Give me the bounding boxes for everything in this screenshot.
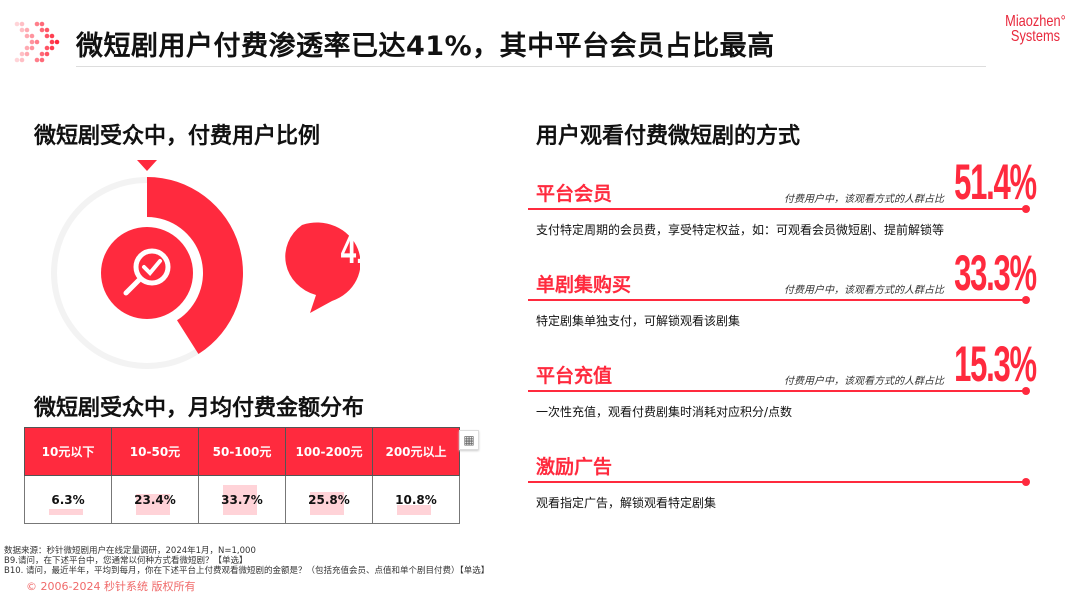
- footnote-line: B10. 请问，最近半年，平均到每月，你在下述平台上付费观看微短剧的金额是？（包…: [4, 566, 490, 576]
- logo: Miaozhen° Systems: [1005, 13, 1066, 45]
- divider: [76, 66, 986, 67]
- line-dot: [1022, 205, 1030, 213]
- method-name: 平台充值: [536, 365, 613, 387]
- method-caption: 付费用户中，该观看方式的人群占比: [784, 376, 944, 387]
- donut-chart: 41%: [51, 160, 360, 369]
- table-cell: 25.8%: [285, 475, 373, 524]
- line-dot: [1022, 478, 1030, 486]
- method-percent: 15.3%: [954, 336, 1037, 392]
- value-bar: [49, 509, 83, 515]
- method-caption: 付费用户中，该观看方式的人群占比: [784, 194, 944, 205]
- footnote: 数据来源：秒针微短剧用户在线定量调研，2024年1月，N=1,000 B9.请问…: [4, 546, 489, 576]
- method-name: 单剧集购买: [536, 274, 632, 296]
- methods-title: 用户观看付费微短剧的方式: [536, 124, 801, 149]
- table-cell: 10.8%: [372, 475, 460, 524]
- method-desc: 观看指定广告，解锁观看特定剧集: [536, 496, 717, 510]
- table-header: 10元以下: [24, 427, 112, 476]
- line-dot: [1022, 387, 1030, 395]
- divider: [528, 390, 1026, 392]
- copyright: © 2006-2024 秒针系统 版权所有: [26, 580, 196, 593]
- method-desc: 一次性充值，观看付费剧集时消耗对应积分/点数: [536, 405, 793, 419]
- value-bar: [136, 494, 170, 515]
- magnifier-bg: [101, 227, 193, 319]
- donut-title: 微短剧受众中，付费用户比例: [34, 124, 321, 149]
- footnote-line: B9.请问，在下述平台中，您通常以何种方式看微短剧？【单选】: [4, 556, 248, 566]
- speech-bubble: [285, 222, 360, 313]
- amount-table: 10元以下 10-50元 50-100元 100-200元 200元以上 6.3% 23.4…: [24, 427, 460, 524]
- method-item: 平台充值 付费用户中，该观看方式的人群占比 15.3% 一次性充值，观看付费剧集时…: [528, 336, 1037, 451]
- method-percent: 33.3%: [954, 245, 1037, 301]
- method-caption: 付费用户中，该观看方式的人群占比: [784, 285, 944, 296]
- value-bar: [397, 505, 431, 515]
- method-name: 平台会员: [536, 183, 613, 205]
- page-title: 微短剧用户付费渗透率已达41%，其中平台会员占比最高: [76, 31, 775, 62]
- arrow-dots-icon: [14, 20, 60, 68]
- footnote-line: 数据来源：秒针微短剧用户在线定量调研，2024年1月，N=1,000: [4, 546, 256, 556]
- table-title: 微短剧受众中，月均付费金额分布: [34, 396, 365, 421]
- table-cell: 23.4%: [111, 475, 199, 524]
- divider: [528, 481, 1026, 483]
- method-item: 激励广告 观看指定广告，解锁观看特定剧集: [528, 452, 1036, 542]
- table-cell: 6.3%: [24, 475, 112, 524]
- line-dot: [1022, 296, 1030, 304]
- value-bar: [310, 492, 344, 515]
- method-item: 单剧集购买 付费用户中，该观看方式的人群占比 33.3% 特定剧集单独支付，可解锁…: [528, 245, 1037, 360]
- method-percent: 51.4%: [954, 154, 1037, 210]
- table-header: 100-200元: [285, 427, 373, 476]
- paid-label: 41%: [341, 228, 360, 272]
- table-header: 50-100元: [198, 427, 286, 476]
- donut-paid-arc: [147, 177, 244, 355]
- method-desc: 特定剧集单独支付，可解锁观看该剧集: [536, 314, 741, 328]
- divider: [528, 299, 1026, 301]
- table-header: 10-50元: [111, 427, 199, 476]
- divider: [528, 208, 1026, 210]
- table-icon[interactable]: ▦: [459, 430, 479, 450]
- table-header: 200元以上: [372, 427, 460, 476]
- method-item: 平台会员 付费用户中，该观看方式的人群占比 51.4% 支付特定周期的会员费，享受…: [528, 154, 1037, 269]
- magnifier-check-icon: [123, 248, 171, 296]
- method-name: 激励广告: [536, 456, 613, 478]
- value-bar: [223, 485, 257, 515]
- method-desc: 支付特定周期的会员费，享受特定权益，如：可观看会员微短剧、提前解锁等: [536, 223, 945, 237]
- pointer-triangle: [137, 160, 157, 171]
- table-cell: 33.7%: [198, 475, 286, 524]
